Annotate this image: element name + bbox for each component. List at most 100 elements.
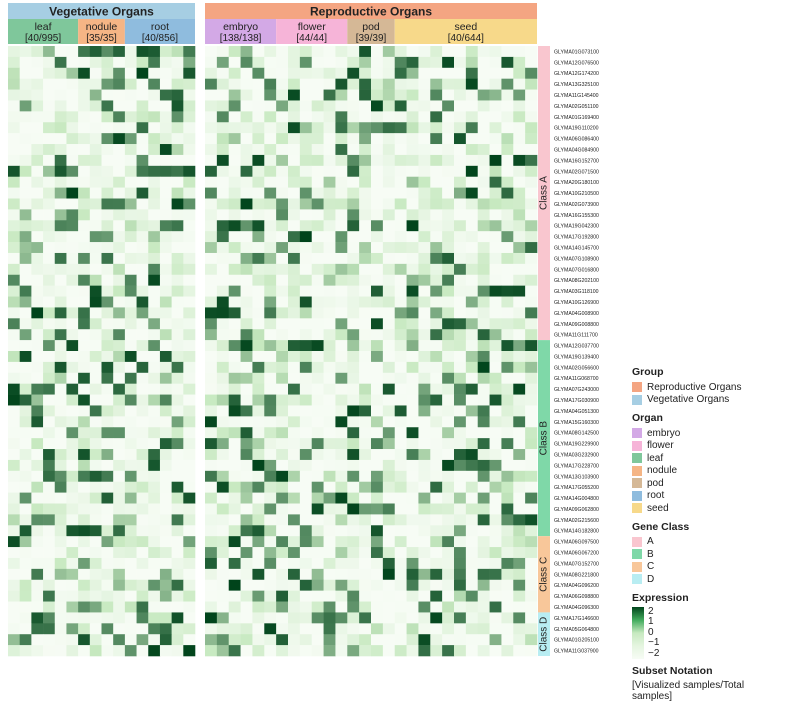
heatmap-cell: [501, 296, 514, 308]
heatmap-cell: [101, 405, 114, 417]
heatmap-cell: [418, 459, 431, 472]
heatmap-cell: [418, 56, 431, 69]
heatmap-cell: [501, 133, 514, 145]
heatmap-cell: [43, 78, 56, 90]
heatmap-cell: [406, 263, 419, 276]
heatmap-cell: [323, 242, 336, 254]
heatmap-cell: [513, 416, 526, 428]
heatmap-cell: [31, 187, 44, 199]
legend-organ-item: root: [632, 490, 782, 503]
legend-swatch: [632, 465, 642, 476]
heatmap-cell: [43, 449, 56, 461]
heatmap-cell: [430, 514, 443, 526]
group-label: Vegetative Organs: [49, 5, 154, 19]
heatmap-cell: [406, 579, 419, 591]
heatmap-cell: [359, 459, 372, 472]
heatmap-cell: [359, 416, 372, 428]
heatmap-cell: [19, 220, 32, 232]
heatmap-cell: [501, 623, 514, 635]
heatmap-cell: [89, 579, 102, 591]
heatmap-cell: [335, 612, 348, 624]
gene-label: GLYMA04G096300: [554, 605, 599, 611]
heatmap-cell: [418, 209, 431, 221]
heatmap-cell: [19, 416, 32, 428]
heatmap-cell: [43, 154, 56, 167]
heatmap-cell: [31, 416, 44, 428]
heatmap-cell: [19, 459, 32, 472]
heatmap-cell: [43, 165, 56, 178]
heatmap-cell: [371, 56, 384, 69]
heatmap-cell: [347, 154, 360, 167]
heatmap-cell: [406, 416, 419, 428]
heatmap-cell: [311, 383, 324, 395]
heatmap-cell: [19, 449, 32, 461]
heatmap-cell: [113, 470, 126, 483]
heatmap-cell: [43, 144, 56, 156]
heatmap-cell: [113, 67, 126, 79]
heatmap-cell: [513, 198, 526, 210]
heatmap-cell: [136, 361, 149, 374]
heatmap-cell: [89, 154, 102, 167]
heatmap-cell: [171, 394, 184, 406]
organ-label: seed: [454, 21, 477, 33]
heatmap-cell: [359, 579, 372, 591]
heatmap-cell: [159, 78, 172, 90]
heatmap-cell: [371, 122, 384, 134]
heatmap-cell: [335, 220, 348, 232]
heatmap-cell: [113, 612, 126, 624]
heatmap-cell: [394, 296, 407, 308]
heatmap-cell: [136, 176, 149, 188]
heatmap-cell: [54, 165, 67, 178]
heatmap-cell: [288, 645, 301, 657]
heatmap-cell: [89, 56, 102, 69]
heatmap-cell: [394, 111, 407, 123]
heatmap-cell: [276, 263, 289, 276]
heatmap-cell: [124, 165, 137, 178]
heatmap-cell: [477, 590, 490, 602]
heatmap-cell: [430, 340, 443, 352]
heatmap-cell: [43, 242, 56, 254]
heatmap-cell: [299, 242, 313, 254]
heatmap-cell: [159, 438, 172, 450]
heatmap-cell: [477, 154, 490, 167]
heatmap-cell: [288, 263, 301, 276]
heatmap-cell: [288, 623, 301, 635]
heatmap-cell: [101, 547, 114, 559]
heatmap-cell: [442, 220, 455, 232]
heatmap-cell: [359, 427, 372, 439]
heatmap-cell: [430, 274, 443, 286]
heatmap-cell: [19, 645, 32, 657]
heatmap-cell: [477, 46, 490, 58]
heatmap-cell: [299, 274, 313, 286]
heatmap-cell: [78, 165, 91, 178]
heatmap-cell: [240, 307, 253, 319]
heatmap-cell: [311, 67, 324, 79]
heatmap-cell: [382, 416, 396, 428]
heatmap-cell: [489, 144, 502, 156]
heatmap-cell: [335, 318, 348, 330]
heatmap-cell: [205, 568, 218, 581]
heatmap-cell: [159, 144, 172, 156]
heatmap-cell: [8, 263, 20, 276]
heatmap-cell: [477, 579, 490, 591]
heatmap-cell: [240, 579, 253, 591]
heatmap-cell: [205, 263, 218, 276]
heatmap-cell: [8, 144, 20, 156]
heatmap-cell: [78, 231, 91, 243]
heatmap-cell: [276, 514, 289, 526]
gene-label: GLYMA01G205100: [554, 638, 599, 644]
heatmap-cell: [418, 46, 431, 58]
heatmap-cell: [394, 372, 407, 384]
heatmap-cell: [8, 427, 20, 439]
heatmap-cell: [406, 176, 419, 188]
heatmap-cell: [171, 133, 184, 145]
heatmap-cell: [465, 144, 479, 156]
heatmap-cell: [347, 525, 360, 537]
heatmap-cell: [513, 67, 526, 79]
heatmap-cell: [113, 296, 126, 308]
heatmap-cell: [148, 547, 161, 559]
heatmap-cell: [430, 209, 443, 221]
heatmap-cell: [216, 122, 230, 134]
heatmap-cell: [124, 296, 137, 308]
heatmap-cell: [183, 438, 196, 450]
